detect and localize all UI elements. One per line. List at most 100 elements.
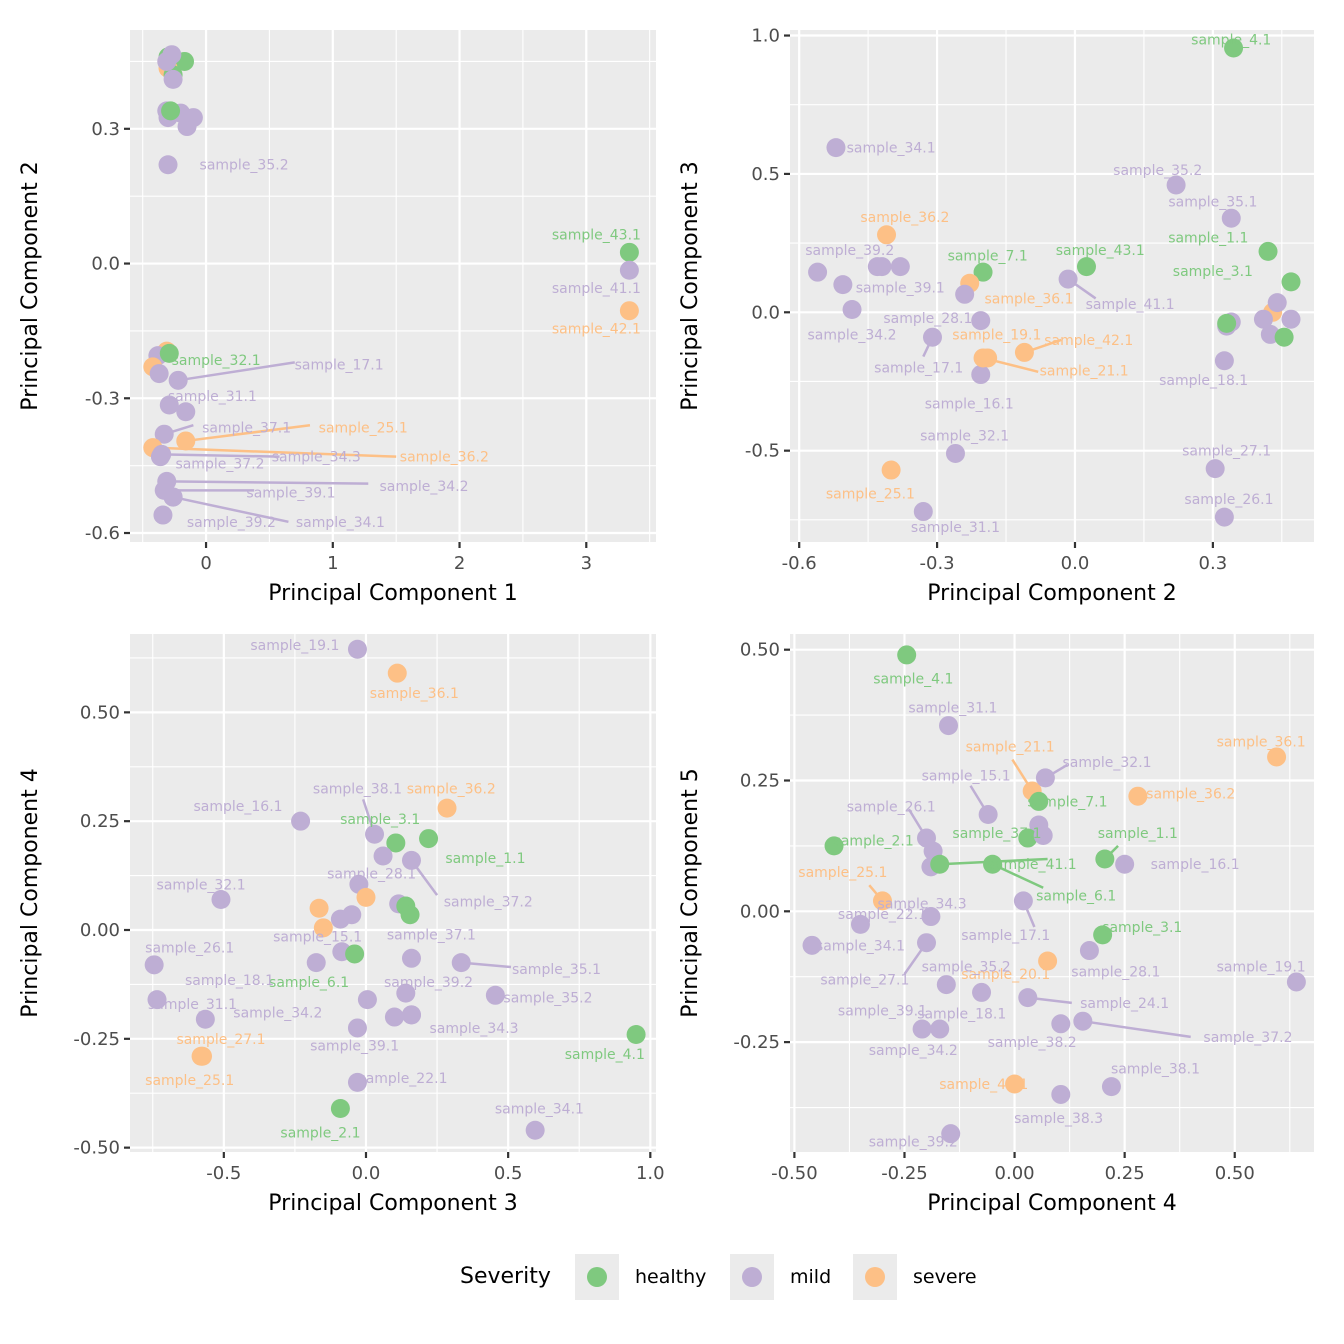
data-point-mild[interactable] bbox=[162, 45, 182, 65]
data-point-mild[interactable] bbox=[347, 639, 367, 659]
data-point-mild[interactable] bbox=[1267, 293, 1287, 313]
data-point-mild[interactable] bbox=[153, 505, 173, 525]
data-point-mild[interactable] bbox=[890, 257, 910, 277]
data-point-mild[interactable] bbox=[384, 1007, 404, 1027]
data-point-mild[interactable] bbox=[401, 850, 421, 870]
data-point-mild[interactable] bbox=[1214, 351, 1234, 371]
data-point-mild[interactable] bbox=[826, 138, 846, 158]
data-point-healthy[interactable] bbox=[1217, 313, 1237, 333]
data-point-mild[interactable] bbox=[163, 487, 183, 507]
data-point-severe[interactable] bbox=[973, 348, 993, 368]
data-point-healthy[interactable] bbox=[1029, 791, 1049, 811]
data-point-mild[interactable] bbox=[168, 370, 188, 390]
data-point-mild[interactable] bbox=[619, 260, 639, 280]
data-point-mild[interactable] bbox=[154, 424, 174, 444]
data-point-severe[interactable] bbox=[877, 225, 897, 245]
data-point-mild[interactable] bbox=[357, 990, 377, 1010]
data-point-mild[interactable] bbox=[144, 955, 164, 975]
data-point-severe[interactable] bbox=[387, 663, 407, 683]
data-point-mild[interactable] bbox=[1033, 825, 1053, 845]
data-point-mild[interactable] bbox=[149, 364, 169, 384]
data-point-mild[interactable] bbox=[955, 284, 975, 304]
data-point-healthy[interactable] bbox=[1258, 241, 1278, 261]
data-point-severe[interactable] bbox=[1038, 951, 1058, 971]
data-point-mild[interactable] bbox=[158, 155, 178, 175]
data-point-mild[interactable] bbox=[150, 447, 170, 467]
data-point-mild[interactable] bbox=[1013, 891, 1033, 911]
data-point-mild[interactable] bbox=[485, 985, 505, 1005]
data-point-severe[interactable] bbox=[1005, 1074, 1025, 1094]
data-point-severe[interactable] bbox=[1014, 342, 1034, 362]
data-point-healthy[interactable] bbox=[1274, 327, 1294, 347]
data-point-healthy[interactable] bbox=[345, 944, 365, 964]
data-point-mild[interactable] bbox=[936, 975, 956, 995]
data-point-healthy[interactable] bbox=[1095, 849, 1115, 869]
data-point-severe[interactable] bbox=[191, 1046, 211, 1066]
data-point-healthy[interactable] bbox=[159, 343, 179, 363]
data-point-mild[interactable] bbox=[913, 502, 933, 522]
data-point-mild[interactable] bbox=[159, 395, 179, 415]
data-point-mild[interactable] bbox=[922, 327, 942, 347]
data-point-mild[interactable] bbox=[1205, 459, 1225, 479]
data-point-mild[interactable] bbox=[872, 257, 892, 277]
data-point-healthy[interactable] bbox=[1281, 272, 1301, 292]
data-point-healthy[interactable] bbox=[386, 833, 406, 853]
data-point-mild[interactable] bbox=[1253, 309, 1273, 329]
data-point-severe[interactable] bbox=[619, 301, 639, 321]
data-point-mild[interactable] bbox=[1115, 854, 1135, 874]
data-point-healthy[interactable] bbox=[1093, 925, 1113, 945]
data-point-mild[interactable] bbox=[1018, 988, 1038, 1008]
data-point-mild[interactable] bbox=[930, 1019, 950, 1039]
data-point-healthy[interactable] bbox=[330, 1098, 350, 1118]
data-point-mild[interactable] bbox=[1051, 1084, 1071, 1104]
data-point-healthy[interactable] bbox=[1224, 38, 1244, 58]
data-point-healthy[interactable] bbox=[930, 854, 950, 874]
data-point-mild[interactable] bbox=[1221, 208, 1241, 228]
data-point-mild[interactable] bbox=[1281, 309, 1301, 329]
data-point-healthy[interactable] bbox=[161, 101, 181, 121]
data-point-severe[interactable] bbox=[1267, 747, 1287, 767]
data-point-mild[interactable] bbox=[525, 1120, 545, 1140]
data-point-mild[interactable] bbox=[833, 275, 853, 295]
data-point-healthy[interactable] bbox=[400, 905, 420, 925]
data-point-mild[interactable] bbox=[365, 824, 385, 844]
data-point-mild[interactable] bbox=[342, 905, 362, 925]
data-point-mild[interactable] bbox=[195, 1009, 215, 1029]
data-point-mild[interactable] bbox=[1286, 972, 1306, 992]
data-point-mild[interactable] bbox=[972, 982, 992, 1002]
data-point-severe[interactable] bbox=[1128, 786, 1148, 806]
data-point-mild[interactable] bbox=[802, 935, 822, 955]
data-point-healthy[interactable] bbox=[1018, 828, 1038, 848]
data-point-healthy[interactable] bbox=[619, 242, 639, 262]
data-point-mild[interactable] bbox=[1035, 768, 1055, 788]
data-point-mild[interactable] bbox=[1079, 941, 1099, 961]
data-point-mild[interactable] bbox=[978, 805, 998, 825]
data-point-mild[interactable] bbox=[917, 933, 937, 953]
data-point-mild[interactable] bbox=[347, 1018, 367, 1038]
data-point-mild[interactable] bbox=[176, 402, 196, 422]
data-point-healthy[interactable] bbox=[626, 1024, 646, 1044]
data-point-healthy[interactable] bbox=[824, 836, 844, 856]
data-point-severe[interactable] bbox=[309, 898, 329, 918]
data-point-mild[interactable] bbox=[211, 890, 231, 910]
data-point-mild[interactable] bbox=[147, 990, 167, 1010]
data-point-mild[interactable] bbox=[163, 69, 183, 89]
data-point-severe[interactable] bbox=[356, 887, 376, 907]
data-point-mild[interactable] bbox=[401, 948, 421, 968]
data-point-mild[interactable] bbox=[291, 811, 311, 831]
data-point-severe[interactable] bbox=[437, 798, 457, 818]
data-point-mild[interactable] bbox=[921, 907, 941, 927]
data-point-mild[interactable] bbox=[347, 1072, 367, 1092]
data-point-mild[interactable] bbox=[1214, 507, 1234, 527]
data-point-mild[interactable] bbox=[945, 443, 965, 463]
data-point-mild[interactable] bbox=[1101, 1077, 1121, 1097]
data-point-mild[interactable] bbox=[177, 117, 197, 137]
data-point-mild[interactable] bbox=[971, 311, 991, 331]
data-point-mild[interactable] bbox=[941, 1124, 961, 1144]
data-point-healthy[interactable] bbox=[983, 854, 1003, 874]
data-point-mild[interactable] bbox=[451, 953, 471, 973]
data-point-severe[interactable] bbox=[881, 460, 901, 480]
data-point-severe[interactable] bbox=[313, 918, 333, 938]
data-point-healthy[interactable] bbox=[1076, 257, 1096, 277]
data-point-mild[interactable] bbox=[306, 953, 326, 973]
